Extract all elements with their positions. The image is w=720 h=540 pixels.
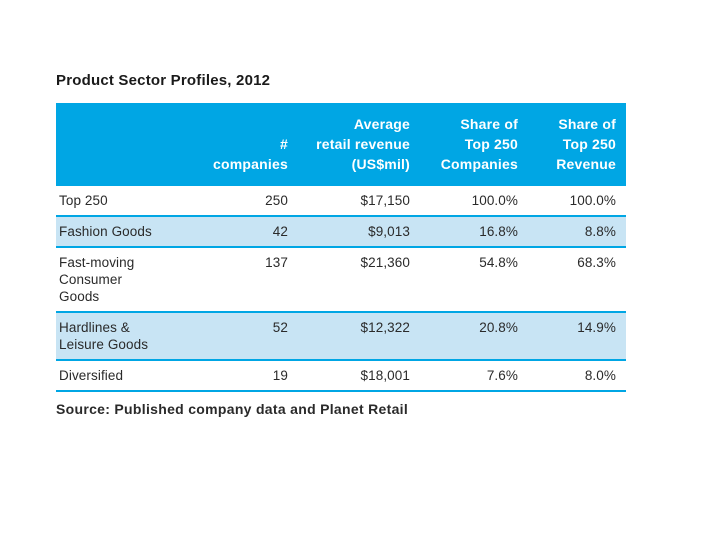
- cell-value: $21,360: [360, 255, 410, 270]
- cell-value: 250: [265, 193, 288, 208]
- column-header-3: Share of Top 250 Companies: [420, 103, 528, 186]
- column-header-1: # companies: [192, 103, 298, 186]
- sector-label: Top 250: [59, 193, 108, 208]
- cell-value: 68.3%: [577, 255, 616, 270]
- cell-value: 100.0%: [471, 193, 518, 208]
- source-note: Source: Published company data and Plane…: [56, 401, 409, 417]
- table-row: Top 250 250 $17,150 100.0% 100.0%: [56, 186, 626, 216]
- column-header-0: [56, 103, 192, 186]
- sector-table: # companies Average retail revenue (US$mil) S…: [56, 103, 626, 392]
- table-row: Hardlines & Leisure Goods 52 $12,322 20.8% 14…: [56, 312, 626, 360]
- table-row: Fast-moving Consumer Goods 137 $21,360 54.8% 6…: [56, 247, 626, 312]
- cell-value: 8.8%: [584, 224, 616, 239]
- cell-value: $18,001: [360, 368, 410, 383]
- column-header-4: Share of Top 250 Revenue: [528, 103, 626, 186]
- cell-value: 16.8%: [479, 224, 518, 239]
- sector-label: Diversified: [59, 368, 124, 383]
- cell-value: 7.6%: [486, 368, 518, 383]
- table-body: Top 250 250 $17,150 100.0% 100.0% Fashion Goo…: [56, 186, 626, 391]
- cell-value: 52: [272, 320, 288, 335]
- sector-label: Fashion Goods: [59, 224, 152, 239]
- cell-value: 14.9%: [577, 320, 616, 335]
- cell-value: 137: [265, 255, 288, 270]
- sector-label: Hardlines & Leisure Goods: [59, 320, 149, 352]
- cell-value: $9,013: [368, 224, 410, 239]
- cell-value: 54.8%: [479, 255, 518, 270]
- cell-value: 19: [272, 368, 288, 383]
- column-header-2: Average retail revenue (US$mil): [298, 103, 420, 186]
- table-row: Fashion Goods 42 $9,013 16.8% 8.8%: [56, 216, 626, 247]
- cell-value: $12,322: [360, 320, 410, 335]
- table-header: # companies Average retail revenue (US$mil) S…: [56, 103, 626, 186]
- cell-value: 42: [272, 224, 288, 239]
- cell-value: 20.8%: [479, 320, 518, 335]
- table-header-row: # companies Average retail revenue (US$mil) S…: [56, 103, 626, 186]
- page-title: Product Sector Profiles, 2012: [56, 72, 271, 89]
- sector-label: Fast-moving Consumer Goods: [59, 255, 135, 304]
- cell-value: 100.0%: [569, 193, 616, 208]
- table-row: Diversified 19 $18,001 7.6% 8.0%: [56, 360, 626, 391]
- cell-value: $17,150: [360, 193, 410, 208]
- cell-value: 8.0%: [584, 368, 616, 383]
